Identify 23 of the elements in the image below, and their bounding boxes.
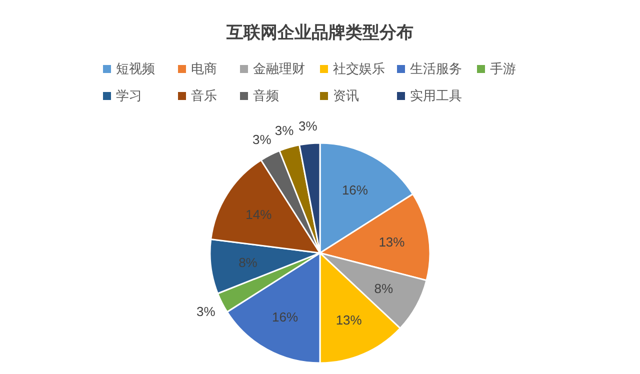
data-label: 8% bbox=[238, 255, 258, 270]
chart-title: 互联网企业品牌类型分布 bbox=[226, 23, 414, 42]
data-label: 16% bbox=[342, 182, 368, 198]
data-label: 13% bbox=[336, 312, 362, 328]
data-label: 3% bbox=[196, 304, 216, 320]
legend-label: 手游 bbox=[490, 61, 516, 76]
legend-label: 生活服务 bbox=[410, 61, 462, 76]
legend-label: 短视频 bbox=[116, 61, 155, 76]
data-label: 13% bbox=[378, 234, 406, 250]
data-label: 3% bbox=[298, 118, 318, 134]
legend-label: 实用工具 bbox=[410, 88, 462, 103]
legend-label: 学习 bbox=[116, 88, 142, 103]
legend-label: 音乐 bbox=[191, 88, 217, 103]
legend-label: 资讯 bbox=[333, 88, 359, 103]
data-label: 3% bbox=[252, 132, 272, 147]
legend-label: 金融理财 bbox=[253, 61, 305, 76]
legend-label: 电商 bbox=[191, 61, 217, 76]
legend-label: 社交娱乐 bbox=[333, 61, 385, 76]
data-label: 14% bbox=[246, 207, 272, 222]
legend-label: 音频 bbox=[253, 88, 279, 103]
data-label: 16% bbox=[272, 310, 298, 325]
data-label: 3% bbox=[274, 123, 294, 138]
data-label: 8% bbox=[374, 280, 394, 296]
